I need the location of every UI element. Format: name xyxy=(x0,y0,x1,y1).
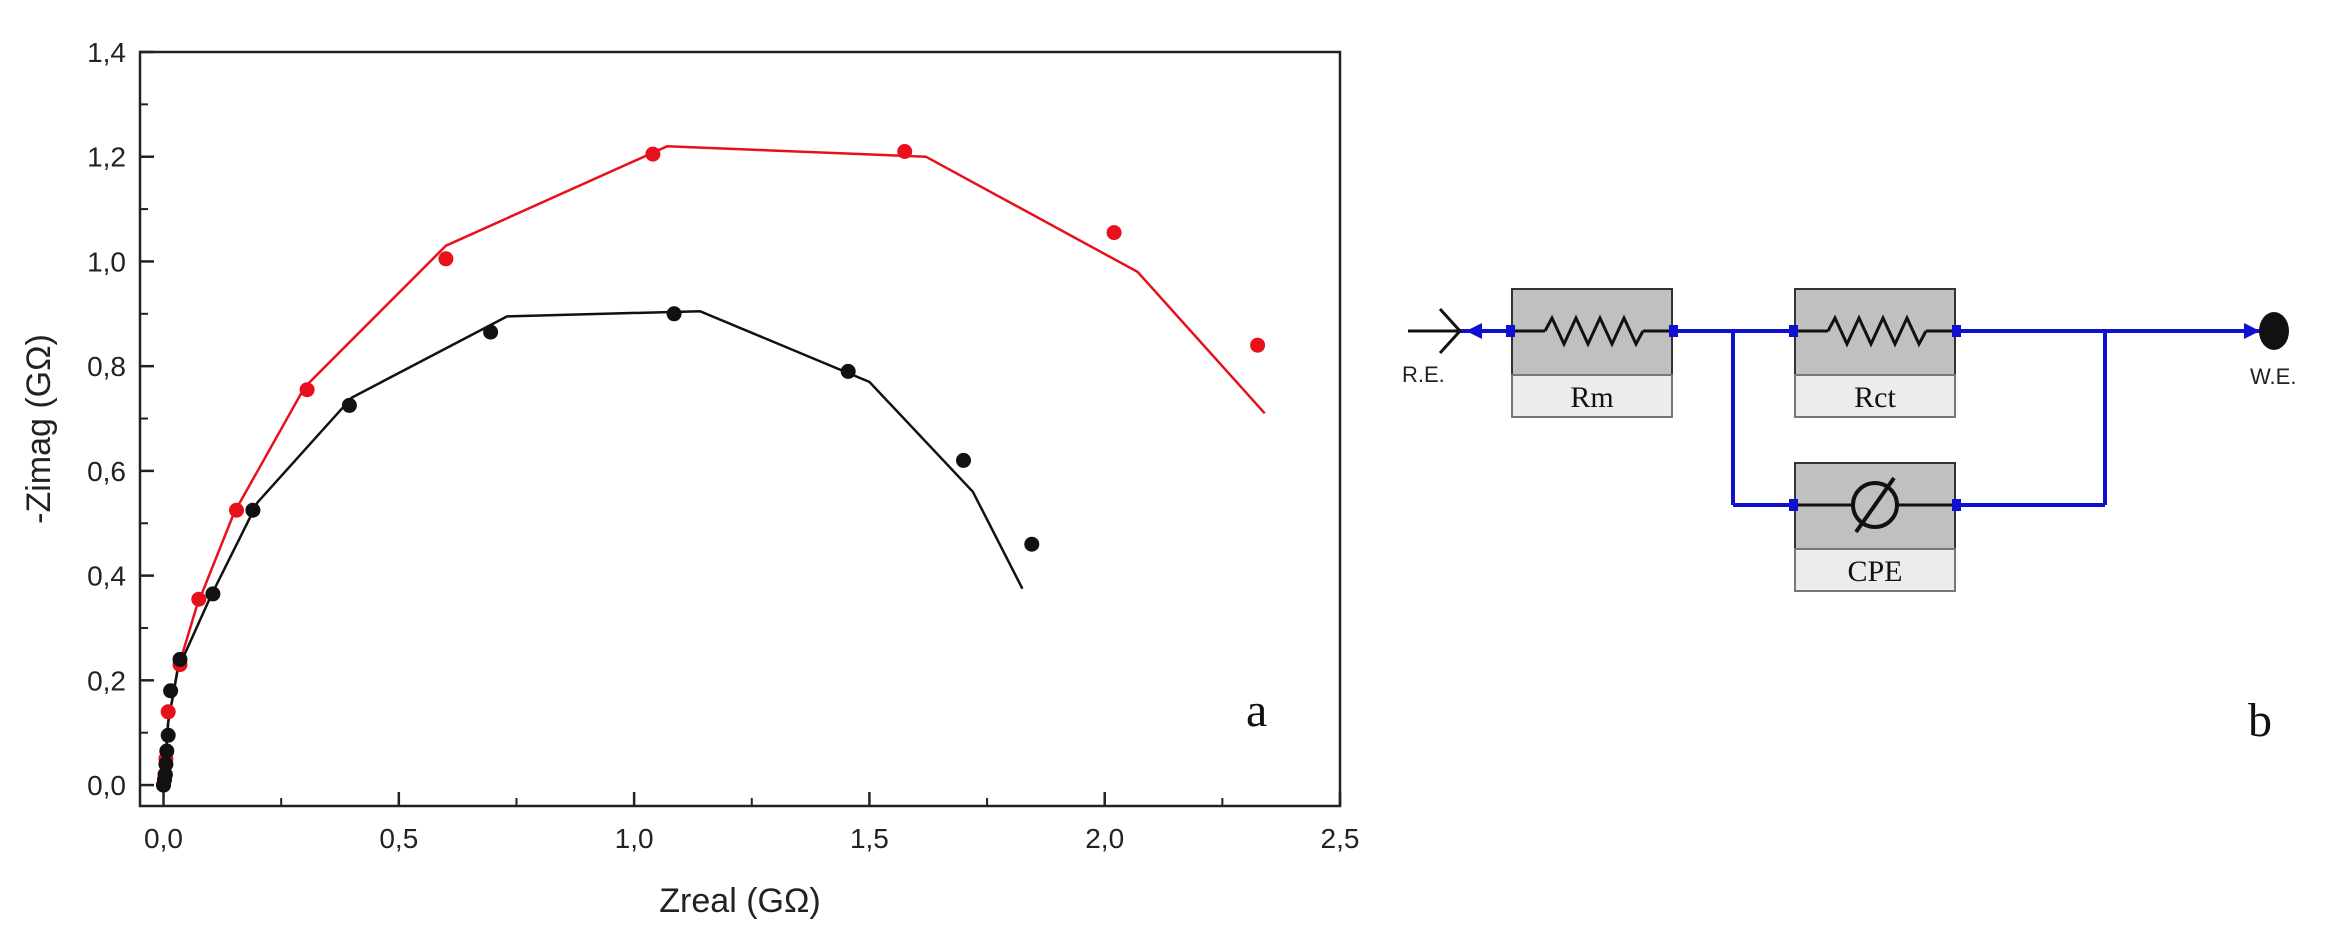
y-tick-label: 0,6 xyxy=(87,456,126,487)
data-point xyxy=(956,452,971,468)
resistor-icon xyxy=(1826,314,1928,348)
x-tick-label: 0,0 xyxy=(144,823,183,854)
data-point xyxy=(205,586,221,602)
working-electrode: W.E. xyxy=(2244,312,2296,389)
x-axis-title: Zreal (GΩ) xyxy=(659,882,820,920)
data-point xyxy=(191,591,207,607)
resistor-rct: Rct xyxy=(1789,288,1961,418)
x-tick-label: 2,5 xyxy=(1321,823,1360,854)
data-point xyxy=(172,651,188,667)
data-point xyxy=(666,306,682,322)
data-point xyxy=(159,743,175,759)
panel-label-b: b xyxy=(2248,694,2272,747)
data-point xyxy=(645,146,661,162)
rct-label: Rct xyxy=(1854,381,1896,414)
constant-phase-element: CPE xyxy=(1789,462,1961,592)
y-tick-label: 1,4 xyxy=(87,37,126,68)
cpe-label: CPE xyxy=(1847,555,1902,588)
nyquist-chart: 0,0 0,5 1,0 1,5 2,0 2,5 0,0 0,2 0,4 0,6 0,8 1,0 1,2… xyxy=(20,37,1359,920)
data-point xyxy=(158,756,174,772)
y-tick-label: 1,0 xyxy=(87,246,126,277)
working-electrode-label: W.E. xyxy=(2250,364,2296,389)
data-point xyxy=(229,502,244,518)
data-point xyxy=(245,502,261,518)
rm-label: Rm xyxy=(1570,381,1613,414)
data-point xyxy=(341,397,357,413)
resistor-rm: Rm xyxy=(1506,288,1678,418)
x-axis-ticks: 0,0 0,5 1,0 1,5 2,0 2,5 xyxy=(144,792,1359,854)
reference-electrode-label: R.E. xyxy=(1402,362,1445,387)
data-point xyxy=(160,727,176,743)
plot-frame xyxy=(138,50,1342,808)
x-tick-label: 2,0 xyxy=(1085,823,1124,854)
y-axis-title: -Zimag (GΩ) xyxy=(20,334,58,524)
y-tick-label: 0,4 xyxy=(87,561,126,592)
panel-label-a: a xyxy=(1246,684,1267,737)
equivalent-circuit: R.E. Rm Rct xyxy=(1402,288,2296,747)
data-point xyxy=(897,144,913,159)
y-tick-label: 1,2 xyxy=(87,142,126,173)
x-tick-label: 1,0 xyxy=(615,823,654,854)
fit-lines xyxy=(162,145,1266,786)
data-point xyxy=(438,251,454,267)
data-point xyxy=(163,683,179,699)
y-axis-ticks: 0,0 0,2 0,4 0,6 0,8 1,0 1,2 1,4 xyxy=(87,37,154,801)
y-tick-label: 0,2 xyxy=(87,665,126,696)
data-point xyxy=(840,363,856,379)
y-tick-label: 0,0 xyxy=(87,770,126,801)
x-tick-label: 0,5 xyxy=(379,823,418,854)
data-point xyxy=(483,324,499,340)
constant-phase-element-icon xyxy=(1851,476,1899,534)
fit-line-1 xyxy=(162,309,1024,786)
data-point xyxy=(299,382,315,398)
resistor-icon xyxy=(1543,314,1645,348)
fit-line-0 xyxy=(162,145,1266,786)
data-point xyxy=(1024,536,1040,552)
data-point xyxy=(1106,225,1122,241)
data-points xyxy=(156,144,1266,793)
data-point xyxy=(1250,337,1266,353)
x-tick-label: 1,5 xyxy=(850,823,889,854)
data-point xyxy=(160,704,176,720)
y-tick-label: 0,8 xyxy=(87,351,126,382)
reference-electrode: R.E. xyxy=(1402,307,1482,387)
